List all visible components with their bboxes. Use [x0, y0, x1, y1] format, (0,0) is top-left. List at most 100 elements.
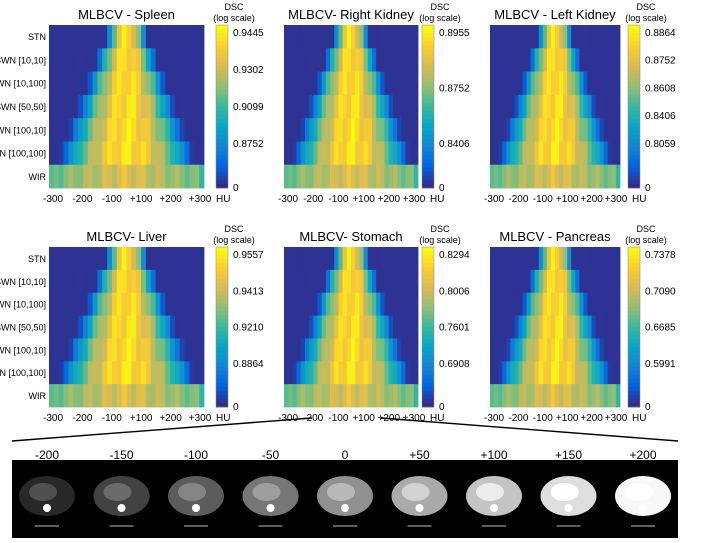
heatmap-cell [575, 141, 580, 166]
heatmap-cell [82, 71, 89, 96]
ct-slice [19, 476, 75, 527]
x-tick-label: -300 [43, 413, 63, 424]
colorbar-segment [216, 331, 228, 336]
heatmap-cell [384, 25, 390, 49]
heatmap-cell [591, 315, 597, 339]
heatmap-cell [321, 292, 327, 316]
colorbar-frame [215, 24, 229, 189]
colorbar-segment [628, 311, 640, 316]
heatmap-cell [397, 361, 402, 385]
heatmap-cell [498, 269, 503, 294]
heatmap-cell [309, 338, 314, 362]
heatmap-cell [579, 269, 584, 294]
heatmap-cell [615, 94, 621, 119]
heatmap-cell [131, 361, 137, 385]
heatmap-cell [49, 315, 55, 339]
heatmap-cell [397, 118, 402, 142]
heatmap-cell [534, 247, 540, 271]
heatmap-cell [355, 384, 360, 408]
colorbar-segment [422, 339, 434, 344]
heatmap-cell [194, 118, 200, 142]
heatmap-cell [194, 94, 200, 119]
heatmap-cell [587, 384, 592, 408]
colorbar-segment [216, 327, 228, 332]
heatmap-cell [58, 48, 64, 72]
heatmap-cell [170, 269, 176, 294]
heatmap-cell [494, 94, 499, 119]
heatmap-cell [367, 118, 373, 142]
heatmap-cell [194, 25, 200, 49]
heatmap-cell [126, 269, 132, 294]
heatmap-cell [546, 71, 552, 96]
heatmap-cell [595, 164, 601, 189]
colorbar-segment [422, 159, 434, 164]
heatmap-cell [498, 338, 503, 362]
heatmap-cell [165, 247, 171, 271]
heatmap-cell [199, 384, 205, 408]
heatmap-cell [116, 94, 123, 119]
heatmap-cell [514, 141, 519, 166]
heatmap-cell [571, 338, 576, 362]
heatmap-cell [194, 384, 200, 408]
heatmap-cell [363, 361, 369, 385]
x-tick-label: +100 [352, 413, 375, 424]
heatmap-cell [534, 292, 540, 316]
heatmap-cell [587, 361, 592, 385]
colorbar-segment [216, 86, 228, 91]
colorbar-segment [216, 315, 228, 320]
heatmap-cell [575, 361, 580, 385]
heatmap-cell [296, 292, 302, 316]
row-label: SWN [100,100] [0, 149, 46, 159]
colorbar-segment [216, 57, 228, 63]
heatmap-cell [534, 269, 540, 294]
colorbar-segment [422, 45, 434, 50]
heatmap-cell [494, 292, 499, 316]
heatmap-cell [401, 384, 406, 408]
heatmap-cell [189, 315, 195, 339]
colorbar-segment [216, 279, 228, 284]
colorbar-segment [628, 403, 640, 408]
heatmap-cell [502, 118, 507, 142]
heatmap-cell [359, 315, 364, 339]
heatmap-cell [522, 118, 527, 142]
heatmap-cell [107, 94, 113, 119]
heatmap-cell [160, 164, 166, 189]
colorbar-segment [628, 86, 640, 91]
heatmap-cell [542, 94, 548, 119]
heatmap-cell [309, 25, 314, 49]
heatmap-cell [599, 25, 605, 49]
heatmap-cell [371, 94, 377, 119]
heatmap-cell [131, 247, 137, 271]
heatmap-cell [405, 315, 411, 339]
heatmap-cell [78, 361, 84, 385]
heatmap-cell [355, 269, 360, 294]
heatmap-cell [563, 25, 568, 49]
zoom-connectors [11, 417, 679, 442]
colorbar-segment [422, 387, 434, 392]
heatmap-cell [571, 94, 576, 119]
x-tick-label: +100 [130, 194, 153, 205]
heatmap-cell [97, 94, 103, 119]
x-tick-label: -100 [533, 413, 553, 424]
heatmap-cell [317, 247, 323, 271]
heatmap-cell [121, 269, 127, 294]
heatmap-cell [131, 338, 137, 362]
heatmap-cell [73, 25, 79, 49]
colorbar-segment [628, 37, 640, 42]
heatmap-cell [330, 141, 335, 166]
heatmap-cell [413, 292, 419, 316]
heatmap-cell [321, 384, 327, 408]
heatmap-cell [73, 247, 79, 271]
heatmap-cell [189, 164, 195, 189]
heatmap-cell [522, 361, 527, 385]
colorbar-segment [216, 251, 228, 256]
panel-title: MLBCV- Stomach [299, 229, 402, 244]
heatmap-cell [405, 247, 411, 271]
heatmap-cell [342, 384, 348, 408]
heatmap-cell [111, 269, 118, 294]
heatmap-cell [579, 141, 584, 166]
heatmap-cell [603, 118, 609, 142]
heatmap-cell [284, 292, 289, 316]
colorbar-segment [216, 347, 228, 352]
